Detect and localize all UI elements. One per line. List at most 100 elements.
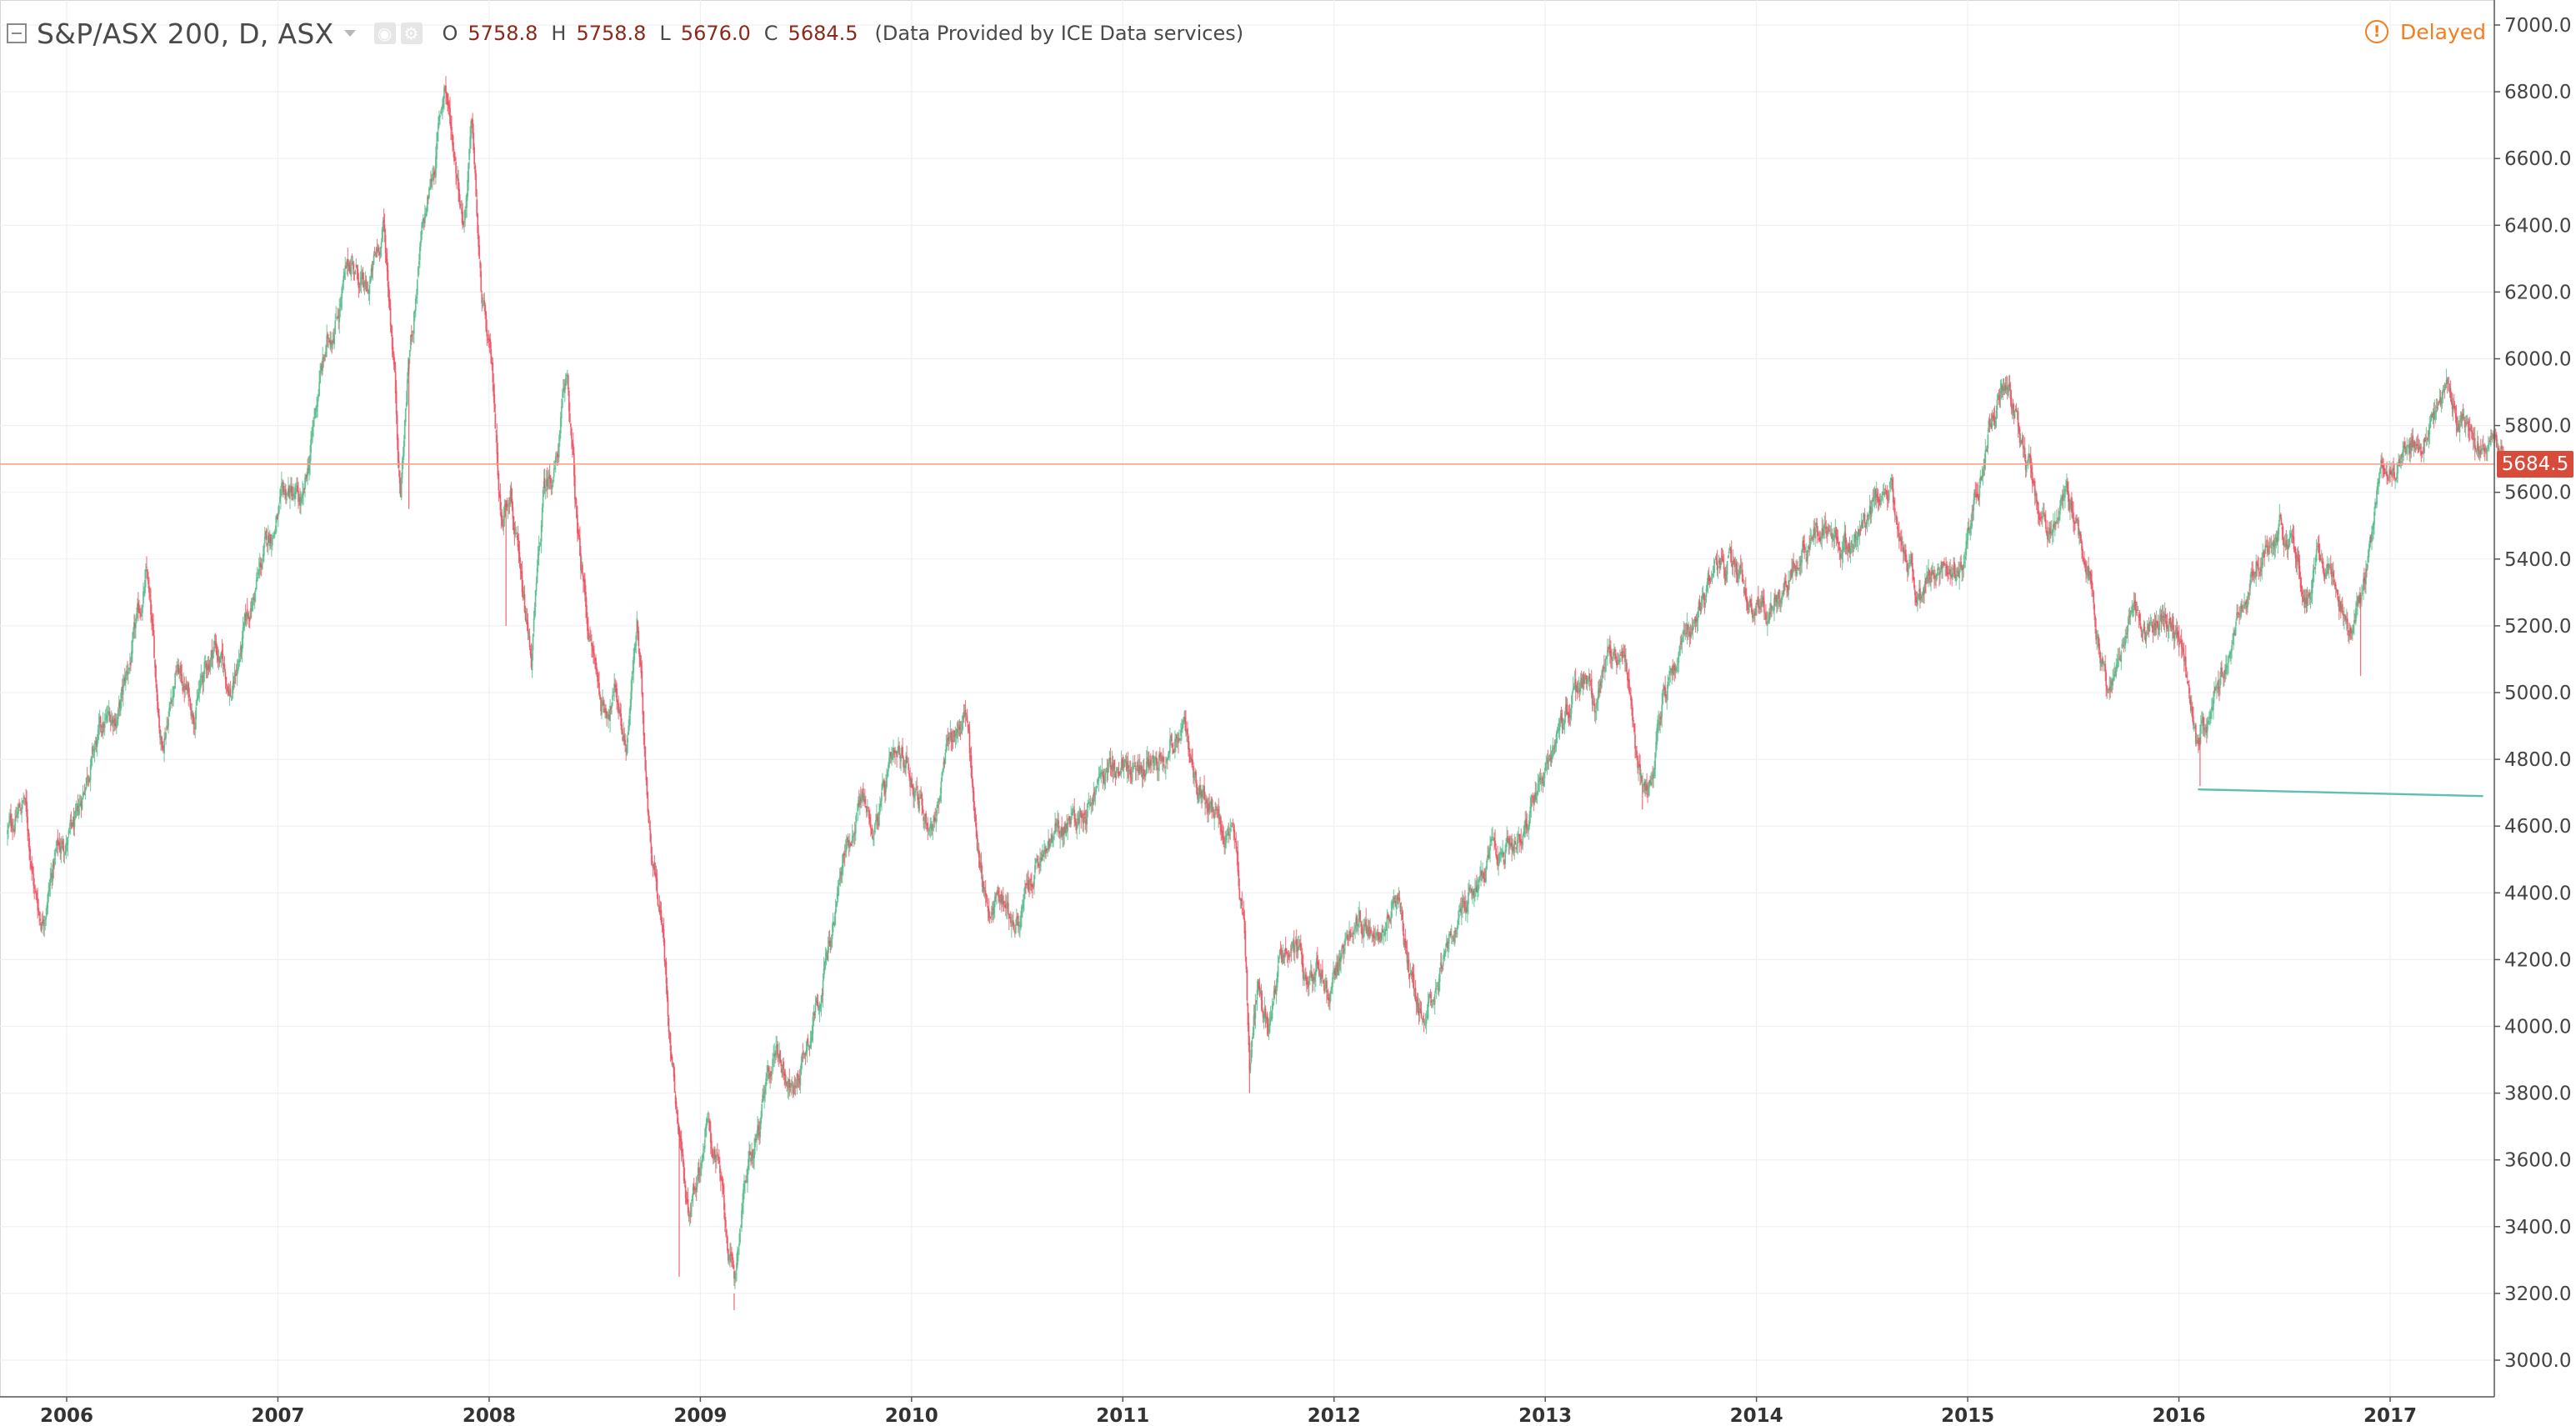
candle-body <box>218 656 220 662</box>
candle-body <box>1753 613 1755 616</box>
candle-body <box>1578 690 1581 692</box>
candle-body <box>39 918 42 921</box>
candle-body <box>323 357 325 358</box>
candle-body <box>1676 667 1678 668</box>
candle-body <box>1957 571 1959 573</box>
candle-body <box>441 107 443 110</box>
candle-body <box>837 888 839 897</box>
candle-body <box>759 1120 762 1138</box>
candle-body <box>1323 984 1325 992</box>
candle-body <box>948 737 950 742</box>
candle-body <box>540 525 543 543</box>
candle-body <box>866 810 868 813</box>
candle-body <box>1026 883 1028 885</box>
candle-body <box>1793 561 1794 564</box>
candle-body <box>997 891 999 893</box>
candle-body <box>978 849 980 858</box>
candle-body <box>338 308 341 323</box>
candle-body <box>1086 810 1088 825</box>
candle-body <box>328 340 331 343</box>
candle-body <box>693 1183 695 1191</box>
candle-body <box>746 1179 748 1182</box>
candle-body <box>1149 758 1152 766</box>
candle-body <box>1899 537 1902 541</box>
candle-body <box>2016 413 2018 415</box>
candle-body <box>1345 936 1347 938</box>
candle-body <box>982 883 984 890</box>
candle-body <box>304 477 306 489</box>
candle-body <box>1500 853 1503 854</box>
candle-body <box>1027 883 1028 886</box>
candle-body <box>1460 906 1463 914</box>
candle-body <box>1722 558 1724 563</box>
candle-body <box>1764 613 1767 620</box>
candle-body <box>2079 532 2081 536</box>
candle-body <box>2048 528 2051 534</box>
candle-body <box>1484 878 1486 883</box>
candle-body <box>1124 759 1127 762</box>
candle-body <box>628 715 631 727</box>
candle-body <box>903 765 905 769</box>
candle-body <box>1678 646 1681 653</box>
candle-body <box>453 152 455 162</box>
candle-body <box>612 695 614 701</box>
candle-body <box>1494 840 1496 847</box>
candle-body <box>1786 585 1788 588</box>
candle-body <box>695 1187 698 1191</box>
candle-body <box>188 683 190 698</box>
candle-body <box>775 1045 778 1056</box>
candle-body <box>735 1273 737 1275</box>
candle-body <box>1181 727 1183 733</box>
candle-body <box>1762 597 1764 603</box>
candle-body <box>111 717 113 723</box>
candle-body <box>1612 652 1614 657</box>
candle-body <box>95 740 98 748</box>
candle-body <box>1146 757 1148 764</box>
candle-body <box>183 685 186 692</box>
candle-body <box>220 652 223 658</box>
candle-body <box>43 922 46 926</box>
candle-body <box>1953 565 1955 571</box>
candle-body <box>1316 954 1318 965</box>
candle-body <box>1939 570 1941 575</box>
candle-body <box>711 1148 713 1158</box>
candle-body <box>140 613 142 617</box>
candle-body <box>73 817 75 829</box>
candle-body <box>1411 972 1413 975</box>
candle-body <box>770 1071 773 1077</box>
candle-body <box>855 812 858 823</box>
candle-body <box>403 420 406 440</box>
candle-body <box>283 493 285 495</box>
candle-body <box>1562 725 1564 730</box>
candle-body <box>542 489 544 508</box>
candle-body <box>1450 933 1453 935</box>
candle-body <box>1079 808 1082 815</box>
candle-body <box>1523 832 1525 837</box>
candle-body <box>623 733 625 742</box>
candle-body <box>1609 650 1612 657</box>
candle-body <box>2080 534 2082 542</box>
candle-body <box>2015 408 2018 412</box>
candle-body <box>1850 540 1853 548</box>
candle-body <box>754 1138 756 1148</box>
candle-body <box>1308 981 1310 984</box>
candle-body <box>1857 531 1859 541</box>
candle-body <box>1883 492 1885 496</box>
candle-body <box>196 698 198 706</box>
candle-body <box>109 721 112 723</box>
candle-body <box>2042 512 2044 515</box>
candle-body <box>464 209 467 220</box>
candle-body <box>463 220 466 223</box>
candle-body <box>670 1052 673 1059</box>
candle-body <box>1419 1008 1422 1012</box>
candle-body <box>417 266 419 277</box>
candle-body <box>17 812 19 818</box>
candle-body <box>2044 519 2047 529</box>
candle-body <box>843 854 845 856</box>
candle-body <box>506 503 508 507</box>
candle-body <box>657 893 659 906</box>
candle-body <box>1949 569 1952 576</box>
candle-body <box>611 703 613 708</box>
